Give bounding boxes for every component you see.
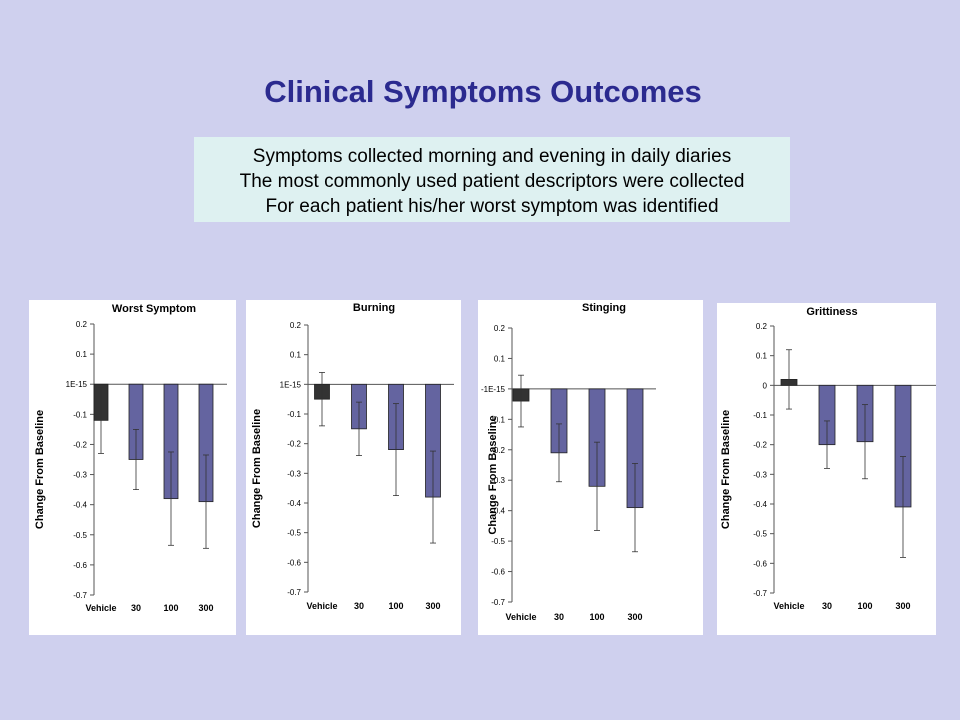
y-tick-label: 0.2 xyxy=(494,324,506,333)
x-tick-label: 100 xyxy=(857,601,872,611)
x-tick-label: 30 xyxy=(354,601,364,611)
y-tick-label: -1E-15 xyxy=(481,385,506,394)
y-tick-label: -0.2 xyxy=(287,440,301,449)
y-tick-label: -0.7 xyxy=(73,591,87,600)
y-tick-label: 0.1 xyxy=(494,354,506,363)
y-tick-label: -0.3 xyxy=(491,476,505,485)
chart-title: Stinging xyxy=(582,302,626,314)
y-axis-label: Change From Baseline xyxy=(720,410,732,529)
y-tick-label: -0.1 xyxy=(753,411,767,420)
x-tick-label: 30 xyxy=(822,601,832,611)
y-tick-label: -0.5 xyxy=(491,537,505,546)
y-tick-label: -0.4 xyxy=(491,507,505,516)
x-tick-label: 300 xyxy=(198,603,213,613)
y-tick-label: 1E-15 xyxy=(280,380,302,389)
y-tick-label: -0.3 xyxy=(287,469,301,478)
y-tick-label: 0.2 xyxy=(290,321,302,330)
y-tick-label: -0.6 xyxy=(287,558,301,567)
y-tick-label: -0.7 xyxy=(287,588,301,597)
y-tick-label: -0.5 xyxy=(73,531,87,540)
x-tick-label: 300 xyxy=(895,601,910,611)
y-tick-label: 0.2 xyxy=(76,320,88,329)
y-tick-label: -0.3 xyxy=(753,470,767,479)
chart-svg: Stinging 0.2 0.1 -1E-15 -0.1 -0.2 -0.3 -0.4 -0.5… xyxy=(481,302,656,622)
x-tick-label: Vehicle xyxy=(505,612,536,622)
x-tick-label: 100 xyxy=(589,612,604,622)
y-tick-label: -0.5 xyxy=(287,529,301,538)
y-tick-label: -0.1 xyxy=(491,415,505,424)
x-tick-label: 100 xyxy=(163,603,178,613)
info-line: The most commonly used patient descripto… xyxy=(239,171,745,192)
y-tick-label: 0 xyxy=(763,381,768,390)
y-tick-label: -0.1 xyxy=(287,410,301,419)
y-tick-label: -0.4 xyxy=(753,500,767,509)
y-axis-label: Change From Baseline xyxy=(251,409,263,528)
chart-panel-worst-symptom: Worst Symptom 0.2 0.1 1E-15 -0.1 -0.2 -0.3 -0.4… xyxy=(29,300,236,635)
y-axis-label: Change From Baseline xyxy=(487,415,499,534)
y-tick-label: -0.3 xyxy=(73,471,87,480)
chart-title: Worst Symptom xyxy=(112,303,196,315)
y-axis-label: Change From Baseline xyxy=(34,410,46,529)
x-tick-label: Vehicle xyxy=(85,603,116,613)
x-tick-label: 300 xyxy=(425,601,440,611)
y-tick-label: -0.6 xyxy=(753,559,767,568)
chart-panel-stinging: Stinging 0.2 0.1 -1E-15 -0.1 -0.2 -0.3 -0.4 -0.5… xyxy=(478,300,703,635)
y-tick-label: -0.4 xyxy=(287,499,301,508)
chart-title: Grittiness xyxy=(806,306,857,318)
y-tick-label: 0.1 xyxy=(76,350,88,359)
slide-title: Clinical Symptoms Outcomes xyxy=(264,74,702,109)
x-tick-label: 30 xyxy=(131,603,141,613)
x-tick-label: 30 xyxy=(554,612,564,622)
y-tick-label: -0.2 xyxy=(73,440,87,449)
y-tick-label: -0.6 xyxy=(491,568,505,577)
x-tick-label: 100 xyxy=(388,601,403,611)
y-tick-label: -0.7 xyxy=(491,598,505,607)
chart-svg: Worst Symptom 0.2 0.1 1E-15 -0.1 -0.2 -0.3 -0.4… xyxy=(34,303,227,613)
y-tick-label: 0.1 xyxy=(290,351,302,360)
y-tick-label: 0.2 xyxy=(756,322,768,331)
y-tick-label: 0.1 xyxy=(756,352,768,361)
chart-panel-grittiness: Grittiness 0.2 0.1 0 -0.1 -0.2 -0.3 -0.4 -0.5 -0.… xyxy=(717,303,936,635)
chart-panel-burning: Burning 0.2 0.1 1E-15 -0.1 -0.2 -0.3 -0.4 -0.5 -0… xyxy=(246,300,461,635)
y-tick-label: -0.5 xyxy=(753,530,767,539)
y-tick-label: 1E-15 xyxy=(66,380,88,389)
chart-svg: Grittiness 0.2 0.1 0 -0.1 -0.2 -0.3 -0.4 -0.5 -0.… xyxy=(720,306,936,611)
y-tick-label: -0.2 xyxy=(753,441,767,450)
chart-svg: Burning 0.2 0.1 1E-15 -0.1 -0.2 -0.3 -0.4 -0.5 -0… xyxy=(251,302,454,611)
y-tick-label: -0.7 xyxy=(753,589,767,598)
y-tick-label: -0.4 xyxy=(73,501,87,510)
x-tick-label: Vehicle xyxy=(773,601,804,611)
x-tick-label: Vehicle xyxy=(306,601,337,611)
y-tick-label: -0.6 xyxy=(73,561,87,570)
y-tick-label: -0.2 xyxy=(491,446,505,455)
info-line: Symptoms collected morning and evening i… xyxy=(252,146,732,167)
chart-title: Burning xyxy=(353,302,395,314)
info-line: For each patient his/her worst symptom w… xyxy=(265,196,719,217)
x-tick-label: 300 xyxy=(627,612,642,622)
info-box: Symptoms collected morning and evening i… xyxy=(194,137,790,222)
y-tick-label: -0.1 xyxy=(73,410,87,419)
